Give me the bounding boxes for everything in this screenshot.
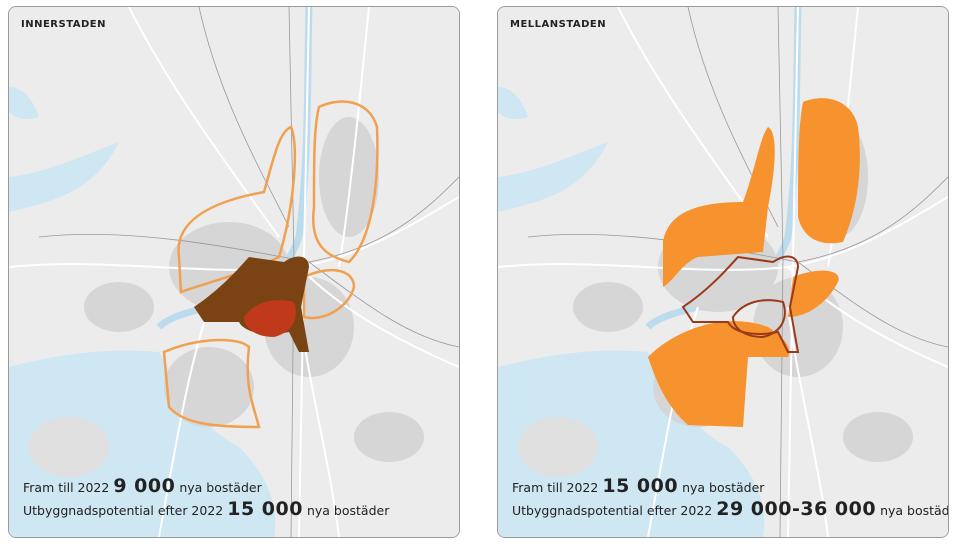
stat-prefix: Fram till 2022 — [23, 480, 110, 495]
stat-suffix: nya bostäder — [179, 480, 262, 495]
inner-outline — [681, 255, 800, 353]
stat-suffix: nya bostäder — [682, 480, 765, 495]
map-panel: INNERSTADEN Fram till 2022 9 000 nya bostä… — [8, 6, 460, 538]
stat-number: 29 000-36 000 — [716, 498, 877, 520]
stat-prefix: Utbyggnadspotential efter 2022 — [512, 503, 713, 518]
stat-number: 9 000 — [113, 475, 176, 497]
map — [9, 7, 459, 537]
stat-line: Fram till 2022 9 000 nya bostäder — [23, 475, 262, 497]
panel-title: MELLANSTADEN — [510, 19, 607, 30]
stat-suffix: nya bostäder — [880, 503, 949, 518]
zones — [648, 98, 860, 427]
core-zone — [244, 300, 296, 337]
panel-title: INNERSTADEN — [21, 19, 106, 30]
stat-prefix: Utbyggnadspotential efter 2022 — [23, 503, 224, 518]
map — [498, 7, 948, 537]
stat-line: Utbyggnadspotential efter 2022 29 000-36 … — [512, 498, 949, 520]
stat-line: Fram till 2022 15 000 nya bostäder — [512, 475, 764, 497]
stat-number: 15 000 — [602, 475, 679, 497]
map-panel: MELLANSTADEN Fram till 2022 15 000 nya bos… — [497, 6, 949, 538]
stat-number: 15 000 — [227, 498, 303, 520]
stat-suffix: nya bostäder — [306, 503, 390, 518]
stat-prefix: Fram till 2022 — [512, 480, 599, 495]
stat-line: Utbyggnadspotential efter 2022 15 000 nya … — [23, 498, 389, 520]
